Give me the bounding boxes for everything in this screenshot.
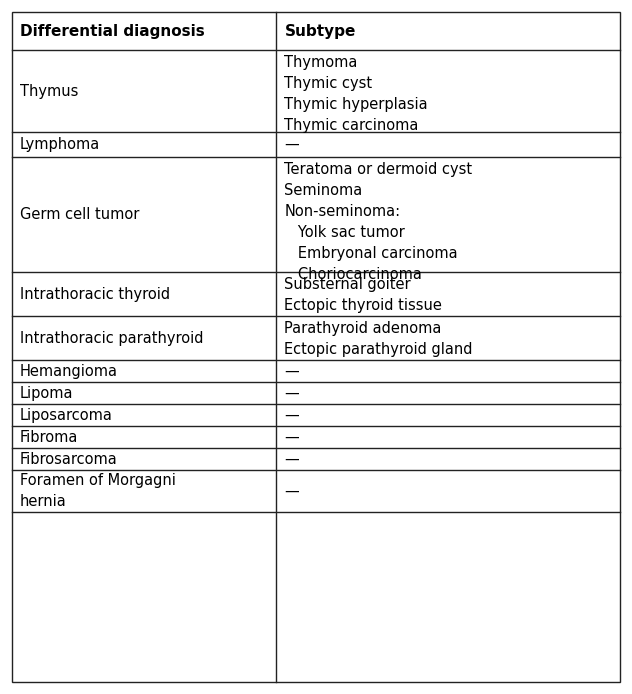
Text: —: — — [284, 452, 299, 466]
Text: —: — — [284, 137, 299, 152]
Text: Teratoma or dermoid cyst
Seminoma
Non-seminoma:
   Yolk sac tumor
   Embryonal c: Teratoma or dermoid cyst Seminoma Non-se… — [284, 162, 473, 282]
Text: Foramen of Morgagni
hernia: Foramen of Morgagni hernia — [20, 473, 176, 509]
Text: Thymus: Thymus — [20, 83, 78, 99]
Text: Thymoma
Thymic cyst
Thymic hyperplasia
Thymic carcinoma: Thymoma Thymic cyst Thymic hyperplasia T… — [284, 55, 428, 133]
Text: Fibrosarcoma: Fibrosarcoma — [20, 452, 118, 466]
Text: Lipoma: Lipoma — [20, 385, 73, 400]
Text: —: — — [284, 407, 299, 423]
Text: Subtype: Subtype — [284, 24, 356, 38]
Text: Hemangioma: Hemangioma — [20, 364, 118, 378]
Text: Intrathoracic parathyroid: Intrathoracic parathyroid — [20, 330, 204, 346]
Text: —: — — [284, 430, 299, 444]
Text: Parathyroid adenoma
Ectopic parathyroid gland: Parathyroid adenoma Ectopic parathyroid … — [284, 321, 473, 357]
Text: Lymphoma: Lymphoma — [20, 137, 100, 152]
Text: Liposarcoma: Liposarcoma — [20, 407, 113, 423]
Text: —: — — [284, 484, 299, 498]
Text: Intrathoracic thyroid: Intrathoracic thyroid — [20, 287, 170, 301]
Text: —: — — [284, 385, 299, 400]
Text: Differential diagnosis: Differential diagnosis — [20, 24, 205, 38]
Text: Germ cell tumor: Germ cell tumor — [20, 207, 140, 222]
Text: —: — — [284, 364, 299, 378]
Text: Substernal goiter
Ectopic thyroid tissue: Substernal goiter Ectopic thyroid tissue — [284, 277, 442, 313]
Text: Fibroma: Fibroma — [20, 430, 78, 444]
